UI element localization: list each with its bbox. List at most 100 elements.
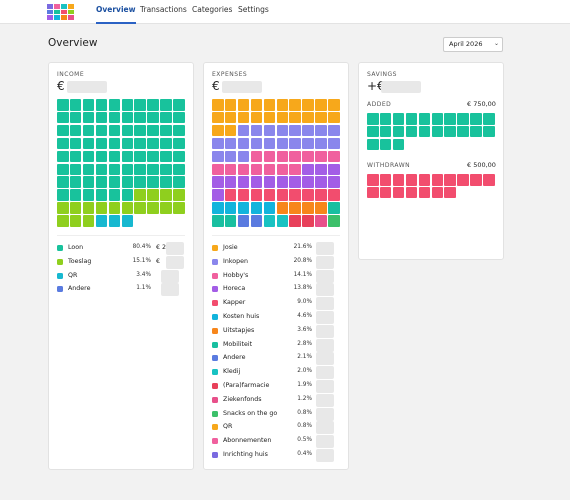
waffle-cell — [302, 176, 314, 188]
waffle-cell — [121, 189, 134, 201]
waffle-cell — [173, 150, 185, 163]
waffle-cell — [263, 150, 276, 163]
category-name: Ziekenfonds — [223, 395, 262, 403]
waffle-cell — [82, 189, 95, 201]
waffle-cell — [483, 174, 495, 186]
waffle-cell — [418, 113, 431, 125]
nav-tab[interactable]: Categories — [192, 5, 233, 14]
waffle-cell — [392, 125, 405, 138]
waffle-cell — [470, 113, 482, 125]
category-pct: 15.1% — [132, 257, 151, 264]
category-pct: 21.6% — [293, 244, 312, 250]
blurred-amount — [316, 297, 334, 311]
category-name: Loon — [68, 244, 84, 251]
category-icon — [212, 396, 218, 403]
logo-cell — [61, 15, 67, 20]
waffle-cell — [250, 137, 263, 150]
waffle-cell — [121, 150, 134, 163]
nav-tab[interactable]: Overview — [96, 4, 136, 24]
waffle-cell — [95, 215, 108, 227]
waffle-cell — [431, 113, 444, 125]
waffle-cell — [212, 150, 224, 163]
category-icon — [57, 258, 63, 265]
logo-cell — [68, 9, 74, 14]
waffle-cell — [147, 176, 159, 188]
category-pct: 0.4% — [297, 451, 312, 457]
waffle-cell — [276, 215, 289, 227]
blurred-amount — [316, 269, 334, 283]
category-name: QR — [68, 271, 78, 279]
category-icon — [57, 272, 63, 279]
waffle-cell — [379, 113, 392, 125]
waffle-cell — [405, 113, 418, 125]
waffle-cell — [212, 111, 224, 124]
waffle-cell — [367, 113, 379, 125]
category-icon — [212, 383, 218, 389]
waffle-cell — [250, 215, 263, 227]
waffle-cell — [328, 150, 340, 163]
blurred-amount — [381, 81, 421, 93]
waffle-cell — [315, 124, 327, 137]
waffle-cell — [160, 176, 172, 188]
waffle-cell — [224, 111, 237, 124]
waffle-cell — [367, 138, 379, 151]
waffle-cell — [212, 99, 224, 111]
category-icon — [212, 369, 218, 376]
waffle-cell — [160, 124, 172, 137]
waffle-cell — [108, 150, 121, 163]
nav-tab[interactable]: Settings — [238, 5, 269, 14]
waffle-cell — [289, 215, 301, 227]
waffle-cell — [237, 202, 250, 214]
waffle-cell — [57, 163, 69, 176]
waffle-cell — [82, 150, 95, 163]
waffle-cell — [237, 124, 250, 137]
blurred-amount — [316, 407, 334, 421]
waffle-cell — [69, 202, 82, 214]
waffle-cell — [263, 163, 276, 176]
waffle-cell — [160, 137, 172, 150]
waffle-cell — [121, 176, 134, 188]
category-pct: 80.4% — [132, 244, 151, 250]
waffle-cell — [121, 137, 134, 150]
waffle-cell — [134, 189, 146, 201]
waffle-cell — [224, 124, 237, 137]
waffle-cell — [224, 176, 237, 188]
waffle-cell — [276, 137, 289, 150]
blurred-amount — [316, 366, 334, 380]
waffle-cell — [224, 150, 237, 163]
waffle-cell — [405, 125, 418, 138]
category-icon — [212, 286, 218, 293]
category-pct: 2.0% — [297, 368, 312, 375]
added-amount: € 750,00 — [467, 100, 496, 108]
waffle-cell — [302, 137, 314, 150]
month-select[interactable]: April 2026 ⌄ — [443, 37, 503, 52]
waffle-cell — [108, 99, 121, 111]
waffle-cell — [160, 111, 172, 124]
card-label: INCOME — [57, 71, 85, 78]
waffle-cell — [328, 137, 340, 150]
waffle-cell — [108, 215, 121, 227]
waffle-cell — [95, 189, 108, 201]
waffle-cell — [134, 111, 146, 124]
waffle-cell — [250, 124, 263, 137]
waffle-cell — [276, 202, 289, 214]
waffle-cell — [147, 137, 159, 150]
waffle-cell — [121, 124, 134, 137]
waffle-cell — [250, 150, 263, 163]
waffle-cell — [289, 150, 301, 163]
blurred-amount — [316, 324, 334, 338]
waffle-cell — [160, 99, 172, 111]
waffle-cell — [95, 99, 108, 111]
nav-tab[interactable]: Transactions — [140, 5, 187, 14]
waffle-cell — [95, 163, 108, 176]
waffle-cell — [134, 163, 146, 176]
waffle-cell — [95, 150, 108, 163]
waffle-cell — [328, 215, 340, 227]
category-name: Horeca — [223, 285, 246, 293]
waffle-cell — [379, 125, 392, 138]
waffle-cell — [57, 176, 69, 188]
waffle-cell — [147, 163, 159, 176]
waffle-cell — [173, 99, 185, 111]
waffle-cell — [302, 202, 314, 214]
category-name: Abonnementen — [223, 437, 272, 445]
